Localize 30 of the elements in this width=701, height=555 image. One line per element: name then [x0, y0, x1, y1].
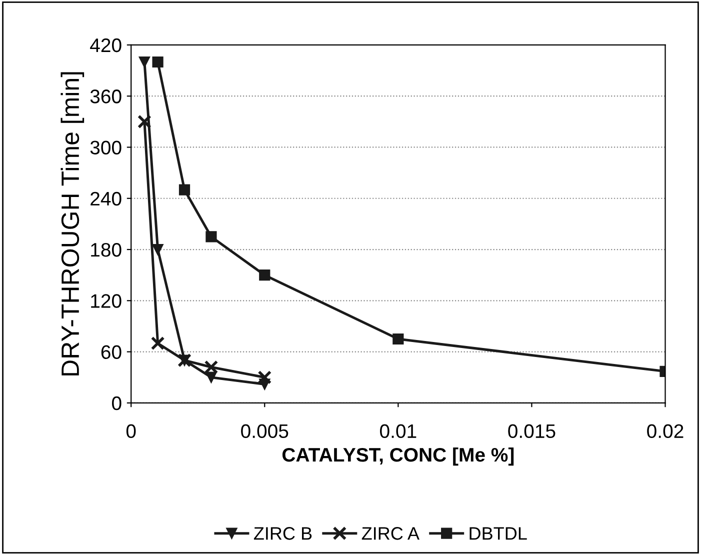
y-tick-label: 300 [90, 140, 122, 154]
point [137, 114, 152, 129]
y-tick-label: 0 [112, 396, 122, 410]
x-axis-title: CATALYST, CONC [Me %] [282, 447, 514, 466]
y-tick-label: 240 [90, 192, 122, 206]
point [138, 56, 150, 68]
x-tick-label: 0.005 [241, 424, 288, 438]
legend-label: DBTDL [470, 527, 527, 540]
x-tick-label: 0.01 [380, 424, 416, 438]
y-tick-label: 120 [91, 294, 122, 308]
point [152, 244, 164, 256]
legend-label: ZIRC B [254, 527, 312, 540]
point [178, 184, 190, 196]
point [206, 231, 217, 242]
point [392, 333, 404, 345]
legend-label: ZIRC A [362, 527, 420, 540]
x-tick-label: 0.015 [508, 424, 556, 438]
point [204, 360, 218, 374]
y-tick-label: 360 [90, 90, 122, 104]
point [150, 336, 165, 350]
y-tick-label: 420 [90, 38, 122, 52]
point [152, 56, 164, 68]
y-axis-title: DRY-THROUGH Time [min] [60, 72, 84, 376]
y-tick-label: 60 [101, 345, 122, 360]
point [206, 372, 217, 383]
x-tick-label: 0 [126, 424, 136, 438]
y-tick-label: 180 [91, 242, 122, 257]
point [259, 270, 270, 281]
x-tick-label: 0.02 [647, 424, 684, 438]
point [258, 370, 272, 384]
